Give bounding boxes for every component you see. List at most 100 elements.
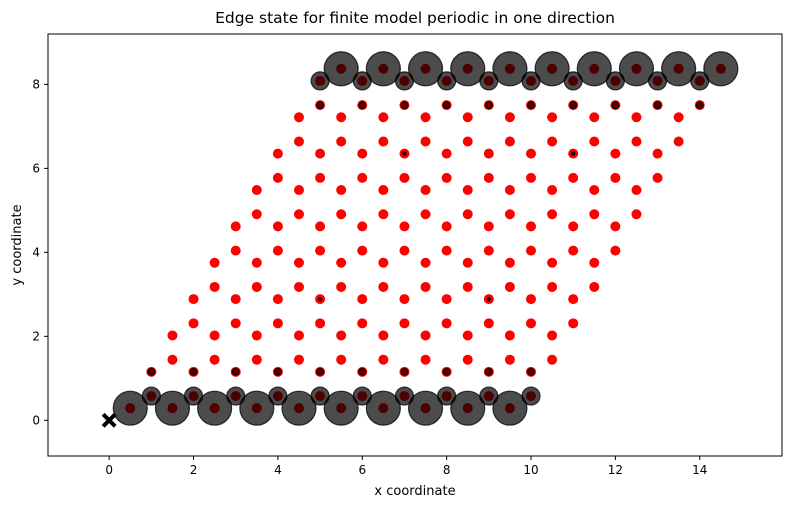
x-tick-label: 14 xyxy=(692,463,707,477)
origin-marker-group xyxy=(101,412,117,428)
lattice-site xyxy=(526,221,537,232)
lattice-site xyxy=(357,294,368,305)
lattice-site xyxy=(378,257,389,268)
lattice-site xyxy=(610,172,621,183)
x-tick-label: 10 xyxy=(523,463,538,477)
lattice-site xyxy=(293,257,304,268)
y-tick-label: 8 xyxy=(32,77,40,91)
y-tick-label: 4 xyxy=(32,245,40,259)
lattice-site xyxy=(293,281,304,292)
lattice-site xyxy=(441,245,452,256)
x-tick-label: 2 xyxy=(190,463,198,477)
lattice-site xyxy=(568,294,579,305)
lattice-site xyxy=(251,185,262,196)
lattice-site xyxy=(336,112,347,123)
chart-title: Edge state for finite model periodic in … xyxy=(215,9,615,27)
lattice-site xyxy=(589,112,600,123)
edge-state-weight-marker xyxy=(618,51,655,87)
lattice-site xyxy=(357,148,368,159)
edge-state-weight-marker xyxy=(521,386,541,406)
edge-state-weight-marker xyxy=(527,367,536,376)
lattice-site xyxy=(378,185,389,196)
lattice-site xyxy=(547,136,558,147)
lattice-site xyxy=(293,330,304,341)
lattice-site xyxy=(357,172,368,183)
lattice-site xyxy=(272,318,283,329)
lattice-site xyxy=(399,172,410,183)
lattice-site xyxy=(272,148,283,159)
lattice-site xyxy=(293,209,304,220)
lattice-sites xyxy=(125,63,726,414)
lattice-site xyxy=(251,257,262,268)
lattice-site xyxy=(504,354,515,365)
edge-state-weight-marker xyxy=(316,101,325,110)
edge-state-weight-marker xyxy=(323,51,359,87)
lattice-site xyxy=(399,221,410,232)
edge-state-weight-marker xyxy=(323,390,359,426)
lattice-site xyxy=(272,294,283,305)
x-tick-label: 0 xyxy=(105,463,113,477)
lattice-site xyxy=(504,257,515,268)
edge-state-weight-marker xyxy=(358,101,367,110)
lattice-site xyxy=(568,318,579,329)
lattice-site xyxy=(441,221,452,232)
y-tick-label: 0 xyxy=(32,413,40,427)
lattice-site xyxy=(251,354,262,365)
lattice-site xyxy=(462,281,473,292)
lattice-site xyxy=(652,172,663,183)
lattice-site xyxy=(589,209,600,220)
lattice-site xyxy=(420,209,431,220)
lattice-site xyxy=(293,185,304,196)
lattice-site xyxy=(293,136,304,147)
edge-state-weight-marker xyxy=(484,367,493,376)
x-tick-label: 12 xyxy=(608,463,623,477)
lattice-site xyxy=(315,221,326,232)
lattice-site xyxy=(504,136,515,147)
edge-state-weight-marker xyxy=(703,51,739,87)
lattice-site xyxy=(610,148,621,159)
lattice-site xyxy=(399,318,410,329)
lattice-site xyxy=(673,136,684,147)
lattice-site xyxy=(462,330,473,341)
edge-state-weight-marker xyxy=(611,101,620,110)
edge-state-weight-marker xyxy=(112,390,148,426)
edge-state-weight-marker xyxy=(407,390,444,426)
lattice-site xyxy=(420,185,431,196)
lattice-site xyxy=(315,245,326,256)
lattice-site xyxy=(547,354,558,365)
x-tick-label: 4 xyxy=(274,463,282,477)
edge-state-weight-marker xyxy=(442,101,451,110)
edge-state-weight-marker xyxy=(534,51,570,87)
lattice-site xyxy=(610,245,621,256)
lattice-site xyxy=(483,245,494,256)
edge-state-weight-marker xyxy=(231,367,240,376)
lattice-site xyxy=(336,257,347,268)
lattice-site xyxy=(631,136,642,147)
edge-state-weight-marker xyxy=(281,390,317,426)
edge-state-weight-marker xyxy=(402,151,407,156)
lattice-site xyxy=(230,245,241,256)
lattice-site xyxy=(420,354,431,365)
lattice-site xyxy=(272,172,283,183)
lattice-site xyxy=(652,148,663,159)
lattice-site xyxy=(336,281,347,292)
lattice-site xyxy=(399,294,410,305)
lattice-site xyxy=(547,185,558,196)
edge-state-weight-marker xyxy=(527,101,536,110)
lattice-site xyxy=(272,245,283,256)
lattice-site xyxy=(483,172,494,183)
lattice-site xyxy=(420,112,431,123)
lattice-site xyxy=(589,185,600,196)
lattice-site xyxy=(462,354,473,365)
edge-state-weight-marker xyxy=(492,51,528,87)
lattice-site xyxy=(357,221,368,232)
lattice-site xyxy=(504,209,515,220)
edge-state-weight-marker xyxy=(147,367,156,376)
plot-frame xyxy=(47,33,783,457)
edge-state-weight-marker xyxy=(695,101,704,110)
lattice-site xyxy=(589,136,600,147)
lattice-site xyxy=(251,330,262,341)
lattice-site xyxy=(441,148,452,159)
lattice-site xyxy=(293,112,304,123)
edge-state-weight-marker xyxy=(317,296,323,302)
